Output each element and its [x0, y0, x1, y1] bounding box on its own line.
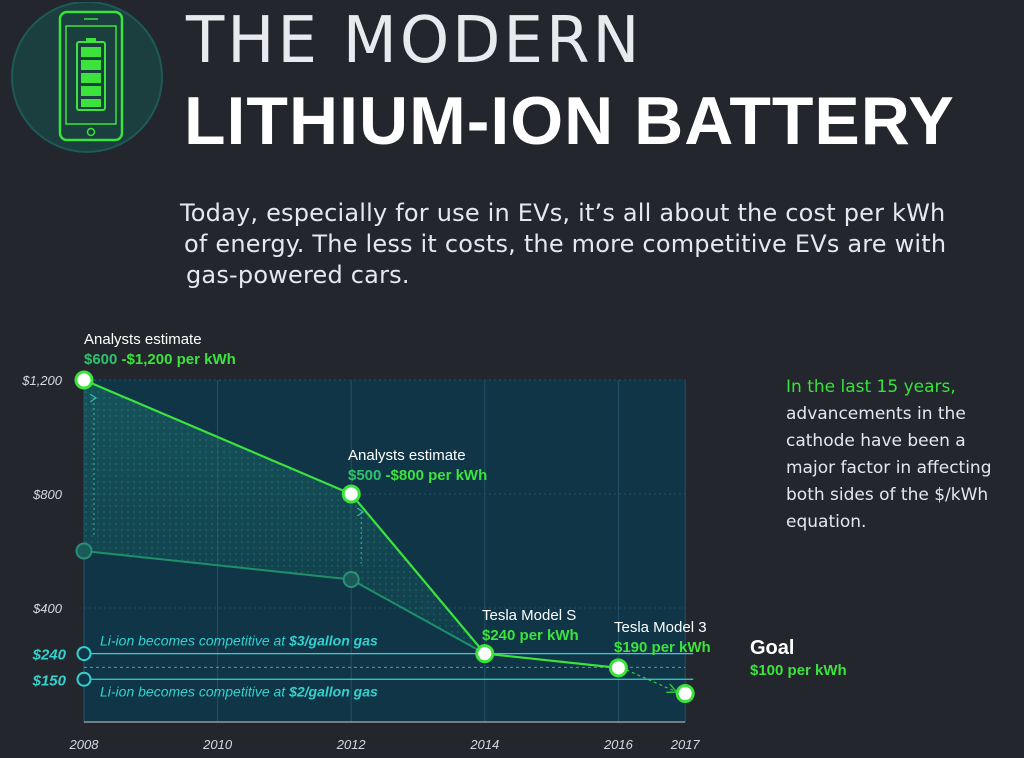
x-tick-label: 2017	[670, 737, 701, 752]
annotation-2012-value: $500 -$800 per kWh	[348, 467, 487, 484]
y-tick-label: $800	[32, 487, 63, 502]
page-title-line1: THE MODERN	[186, 4, 643, 78]
reference-label: Li-ion becomes competitive at $2/gallon …	[100, 683, 378, 699]
intro-line2: of energy. The less it costs, the more c…	[184, 230, 947, 258]
annotation-model-s-title: Tesla Model S	[482, 607, 576, 624]
annotation-goal-title: Goal	[750, 637, 794, 659]
series-high-line	[83, 378, 619, 669]
y-tick-label: $400	[32, 601, 63, 616]
annotation-2008-title: Analysts estimate	[84, 331, 202, 348]
annotation-model-3-value: $190 per kWh	[614, 639, 711, 656]
series-high-point	[475, 644, 495, 664]
series-low-point	[342, 571, 360, 588]
annotation-2012-title: Analysts estimate	[348, 447, 466, 464]
page-title-line2: LITHIUM-ION BATTERY	[184, 83, 955, 159]
series-high-point	[608, 658, 628, 678]
x-tick-label: 2016	[603, 737, 634, 752]
series-high-point	[341, 484, 361, 504]
reference-label: Li-ion becomes competitive at $3/gallon …	[100, 633, 378, 649]
side-note: In the last 15 years, advancements in th…	[786, 374, 1016, 536]
estimate-band-texture	[84, 380, 485, 654]
annotation-model-s-value: $240 per kWh	[482, 627, 579, 644]
annotation-goal-value: $100 per kWh	[750, 662, 847, 679]
x-tick-label: 2014	[469, 737, 499, 752]
x-tick-label: 2008	[69, 737, 100, 752]
y-tick-label-highlight: $240	[32, 647, 67, 664]
y-tick-label-highlight: $150	[32, 672, 67, 689]
side-note-rest: advancements in the cathode have been a …	[786, 404, 992, 532]
x-tick-label: 2010	[202, 737, 233, 752]
series-high-point	[74, 370, 94, 390]
intro-line3: gas-powered cars.	[186, 261, 410, 289]
series-high-point	[675, 684, 695, 703]
reference-marker	[76, 646, 92, 662]
reference-marker	[76, 671, 92, 687]
series-low-point	[75, 542, 93, 560]
annotation-2008-value: $600 -$1,200 per kWh	[84, 351, 236, 368]
phone-battery-icon	[11, 2, 163, 153]
annotation-model-3-title: Tesla Model 3	[614, 619, 707, 636]
x-tick-label: 2012	[336, 737, 367, 752]
intro-text: Today, especially for use in EVs, it’s a…	[180, 198, 980, 291]
side-note-highlight: In the last 15 years,	[786, 377, 956, 397]
intro-line1: Today, especially for use in EVs, it’s a…	[180, 199, 946, 227]
y-tick-label: $1,200	[21, 373, 63, 388]
goal-arrow	[626, 669, 673, 691]
